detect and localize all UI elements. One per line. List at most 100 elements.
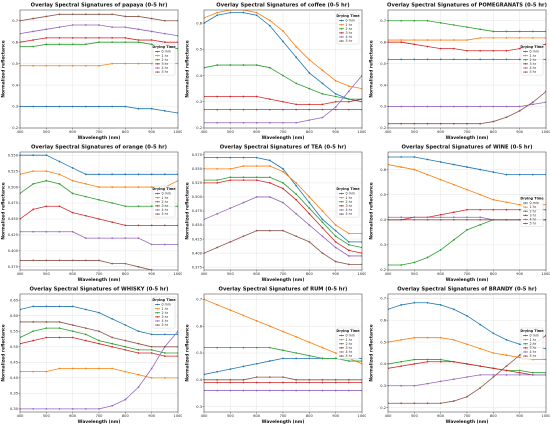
legend-entry: 2 hr [162,58,169,62]
data-point [242,365,245,368]
x-tick-label: 800 [306,272,314,276]
y-axis-label: Normalized reflectance [1,182,7,239]
y-tick-label: 0.4 [196,378,202,382]
data-point [321,378,324,381]
data-point [492,352,495,354]
data-point [426,301,429,304]
plot-area [20,13,178,114]
data-point [58,321,61,323]
data-point [216,370,219,373]
data-point [111,262,114,265]
data-point [124,15,127,18]
data-point [466,363,468,365]
data-point [98,367,100,370]
legend-marker [524,202,527,204]
data-point [137,330,140,333]
data-point [124,41,127,44]
legend-marker [340,351,343,353]
y-tick-label: 0.525 [192,181,202,185]
data-point [400,156,403,158]
x-tick-label: 400 [385,272,393,276]
legend-marker [340,347,343,349]
data-point [492,30,495,33]
data-point [255,319,258,322]
data-point [505,105,508,108]
y-tick-label: 0.3 [12,105,18,109]
data-point [45,305,48,308]
x-axis-label: Wavelength (nm) [446,277,489,283]
data-point [98,173,100,176]
data-point [111,13,114,16]
data-point [400,218,403,221]
chart-panel: Overlay Spectral Signatures of coffee (0… [185,3,367,142]
y-tick-label: 0.7 [12,19,18,23]
data-point [58,327,61,330]
data-point [400,41,403,44]
x-tick-label: 1000 [541,414,550,418]
data-point [334,100,337,103]
data-point [321,235,324,238]
data-point [229,156,232,159]
data-point [71,367,74,370]
legend-marker [340,36,343,38]
chart-title: Overlay Spectral Signatures of TEA (0-5 … [220,145,347,151]
data-point [492,49,495,52]
legend-marker [524,71,527,73]
data-point [426,360,429,363]
data-point [479,387,482,389]
x-tick-label: 1000 [173,130,182,134]
data-point [58,407,61,410]
x-tick-label: 500 [227,130,235,134]
legend-entry: 2 hr [162,311,169,315]
data-point [518,30,521,33]
y-tick-label: 0.7 [380,297,386,301]
data-point [124,324,127,326]
data-point [439,402,442,405]
data-point [163,173,166,176]
data-point [321,346,324,349]
data-point [282,40,284,43]
data-point [45,321,48,323]
data-point [321,252,324,255]
data-point [321,221,324,224]
data-point [84,64,87,67]
data-point [531,101,534,104]
data-point [295,336,298,338]
plot-area [204,10,362,124]
data-point [45,154,48,157]
data-point [216,246,219,249]
data-point [400,402,403,405]
data-point [295,198,298,201]
y-axis-label: Normalized reflectance [185,40,191,97]
y-tick-label: 0.5 [196,48,202,52]
data-point [137,15,140,18]
data-point [216,156,219,159]
legend-entry: 2 hr [346,200,353,204]
data-point [479,373,482,376]
legend-marker [156,54,159,57]
data-point [452,360,455,363]
data-point [282,389,284,392]
data-point [32,230,35,233]
x-tick-label: 1000 [173,414,182,418]
legend-entry: 1 hr [162,196,169,200]
legend-marker [524,63,527,65]
data-point [400,384,403,387]
data-point [518,371,521,374]
x-tick-label: 700 [464,414,472,418]
y-tick-label: 0.2 [12,126,18,130]
data-point [334,241,337,243]
data-point [426,216,429,219]
data-point [426,358,429,361]
x-axis-label: Wavelength (nm) [78,419,121,425]
x-tick-label: 900 [148,130,156,134]
legend-marker [156,316,159,318]
x-tick-label: 900 [332,414,340,418]
data-point [347,85,350,87]
data-point [308,354,311,357]
data-point [439,47,442,50]
plot-area [204,298,362,392]
x-tick-label: 700 [464,272,472,276]
legend-entry: 2 hr [530,209,537,213]
legend-marker [156,311,159,314]
